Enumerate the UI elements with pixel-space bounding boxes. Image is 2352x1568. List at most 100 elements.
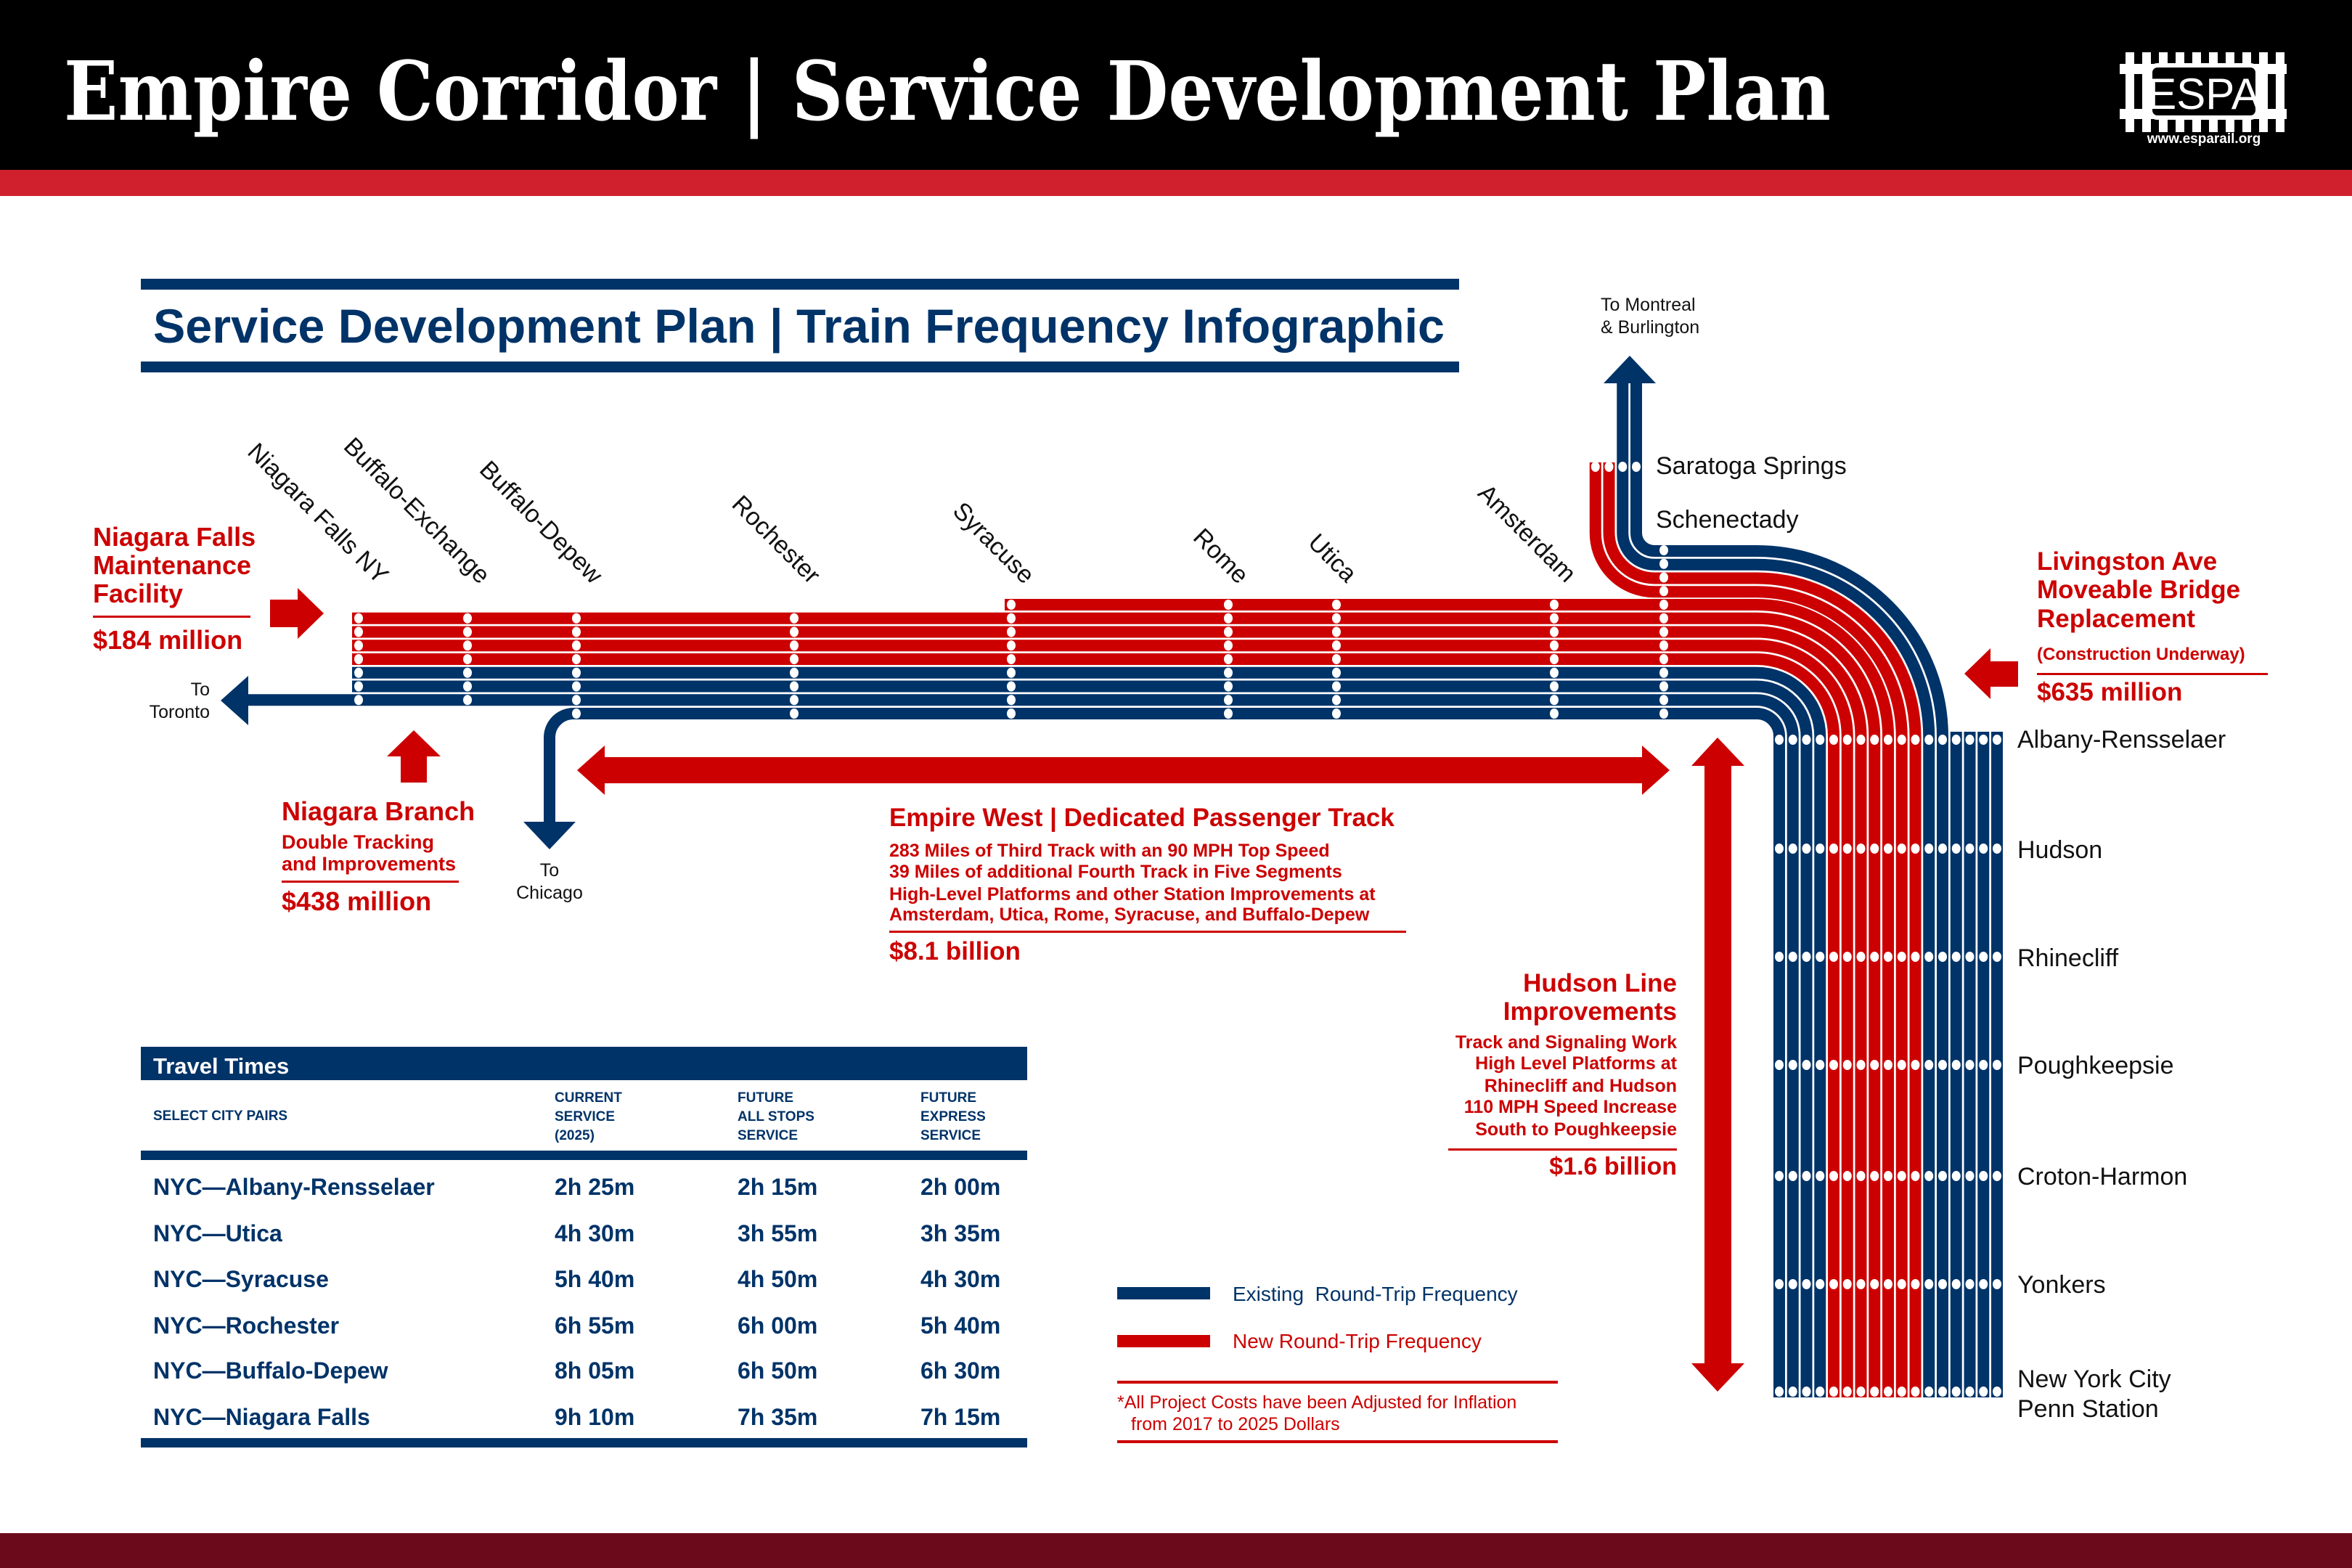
column-header: SERVICE [738,1128,798,1143]
station-dot [1802,1171,1811,1181]
legend-existing-label: Existing Round-Trip Frequency [1233,1283,1518,1305]
station-dot [1979,1387,1988,1397]
new-frequency-line [352,626,1867,1397]
station-dot [1856,1060,1866,1070]
svg-text:and Improvements: and Improvements [282,853,456,875]
station-dot [1332,667,1341,678]
station-dot [1332,695,1341,706]
station-label-albany: Albany-Rensselaer [2017,726,2226,754]
station-dot [1659,709,1668,719]
station-dot [1924,1387,1934,1397]
column-header: ALL STOPS [738,1109,814,1124]
legend-new-label: New Round-Trip Frequency [1233,1330,1482,1352]
station-dot [1224,709,1233,719]
station-dot [1897,1171,1906,1181]
station-dot [790,681,799,692]
station-dot [1224,600,1233,610]
station-label-syracuse: Syracuse [947,497,1040,589]
station-dot [1842,1060,1852,1070]
station-dot [1775,1279,1784,1289]
station-dot [463,681,472,692]
station-dot [1788,952,1797,962]
station-dot [1993,1279,2001,1289]
city-pair-cell: NYC—Albany-Rensselaer [153,1174,435,1200]
station-dot [1788,1279,1797,1289]
travel-time-cell: 3h 35m [920,1220,1000,1246]
station-dot [572,709,581,719]
station-dot [1842,952,1852,962]
station-dot [1842,844,1852,854]
station-dot [1870,1279,1879,1289]
chicago-label: Chicago [516,883,583,903]
project-cost: $184 million [93,625,242,655]
station-dot [1842,735,1852,745]
station-label-saratoga-springs: Saratoga Springs [1656,452,1847,480]
table-row: NYC—Rochester 6h 55m 6h 00m 5h 40m [153,1312,1000,1339]
station-dot [1911,735,1920,745]
project-empire-west: Empire West | Dedicated Passenger Track … [889,804,1406,965]
montreal-label: & Burlington [1601,317,1699,338]
column-header: FUTURE [920,1090,976,1106]
station-dot [1332,613,1341,624]
station-dot [1938,844,1947,854]
station-dot [1951,1387,1961,1397]
city-pair-cell: NYC—Syracuse [153,1266,329,1292]
espa-logo[interactable]: ESPA www.esparail.org [2120,52,2287,147]
svg-text:Niagara Falls: Niagara Falls [93,522,256,552]
station-dot [572,640,581,651]
station-dot [1788,1387,1797,1397]
station-dot [1775,1171,1784,1181]
station-label-schenectady: Schenectady [1656,506,1799,534]
station-dot [1007,640,1016,651]
station-dot [1979,1060,1988,1070]
station-dot [1856,1171,1866,1181]
station-dot [463,626,472,637]
toronto-label: To [191,679,210,700]
chicago-label: To [540,860,559,881]
station-dot [1897,844,1906,854]
station-dot [1659,572,1668,583]
station-dot [1775,735,1784,745]
project-niagara-falls: Niagara Falls Maintenance Facility $184 … [93,522,256,655]
station-dot [1965,1171,1975,1181]
city-pair-cell: NYC—Niagara Falls [153,1404,370,1430]
travel-time-cell: 3h 55m [738,1220,817,1246]
station-dot [1897,1060,1906,1070]
subtitle: Service Development Plan | Train Frequen… [153,299,1445,354]
existing-frequency-line [544,708,1785,1397]
svg-text:Amsterdam, Utica, Rome, Syracu: Amsterdam, Utica, Rome, Syracuse, and Bu… [889,905,1370,925]
station-dot [1332,600,1341,610]
station-dot [1951,1060,1961,1070]
station-dot [1884,952,1892,962]
station-dot [354,654,363,664]
station-label-poughkeepsie: Poughkeepsie [2017,1052,2174,1079]
station-dot [1965,844,1975,854]
station-dot [1659,640,1668,651]
station-dot [1550,600,1559,610]
station-dot [1007,667,1016,678]
station-dot [1550,709,1559,719]
track-map [248,383,2003,1397]
station-dot [1802,1279,1811,1289]
station-dot [1332,709,1341,719]
station-dot [1979,735,1988,745]
station-dot [1938,1060,1947,1070]
station-dot [1993,735,2001,745]
station-dot [1007,654,1016,664]
station-dot [1993,1171,2001,1181]
station-dot [1802,844,1811,854]
station-dot [1829,735,1838,745]
station-dot [1938,1387,1947,1397]
station-dot [1884,1060,1892,1070]
station-dot [1007,626,1016,637]
station-dot [1979,952,1988,962]
column-header: FUTURE [738,1090,793,1106]
travel-time-cell: 8h 05m [555,1357,634,1384]
station-dot [1911,1060,1920,1070]
svg-text:Replacement: Replacement [2037,605,2195,633]
station-dot [1924,844,1934,854]
station-dot [1965,1060,1975,1070]
footnote: from 2017 to 2025 Dollars [1131,1414,1340,1434]
station-dot [1788,1171,1797,1181]
station-dot [1993,1387,2001,1397]
